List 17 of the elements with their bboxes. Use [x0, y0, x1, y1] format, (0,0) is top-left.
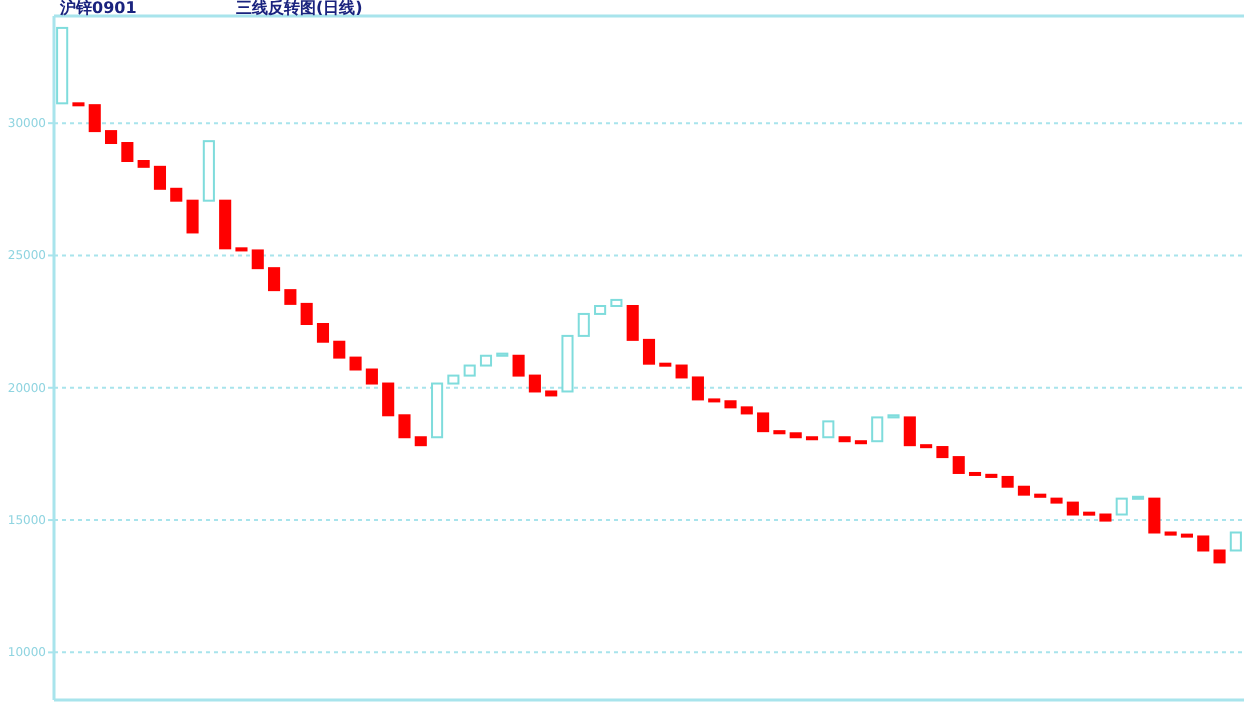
- candlestick: [186, 199, 199, 234]
- candlestick: [626, 305, 639, 341]
- candlestick: [268, 267, 281, 292]
- candlestick: [691, 376, 704, 401]
- candlestick: [512, 354, 525, 377]
- candlestick: [153, 165, 167, 190]
- candlestick: [1148, 497, 1161, 534]
- candlestick: [382, 382, 395, 417]
- chart-subtitle: 三线反转图(日线): [236, 0, 363, 17]
- candlestick: [871, 416, 884, 443]
- candlestick: [300, 302, 313, 325]
- candlestick: [577, 312, 590, 337]
- candlestick: [642, 338, 656, 365]
- candlestick: [398, 414, 411, 439]
- candlestick: [903, 416, 916, 447]
- candlestick: [88, 104, 101, 133]
- candlestick: [219, 199, 232, 250]
